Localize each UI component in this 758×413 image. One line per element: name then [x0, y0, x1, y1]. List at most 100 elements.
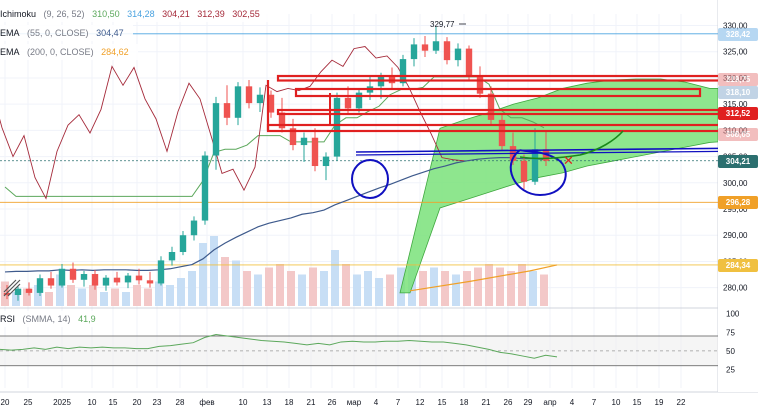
- candle[interactable]: [289, 118, 297, 151]
- candle[interactable]: [300, 132, 308, 162]
- candle[interactable]: [267, 90, 275, 118]
- time-tick-label: 13: [263, 398, 272, 407]
- blue-trendline-drawing[interactable]: [355, 150, 758, 156]
- time-tick-label: 10: [239, 398, 248, 407]
- candle[interactable]: [245, 80, 253, 109]
- volume-bar: [463, 271, 471, 306]
- candle[interactable]: [520, 154, 528, 190]
- candle[interactable]: [25, 282, 33, 296]
- volume-bar: [243, 271, 251, 306]
- candle[interactable]: [487, 86, 495, 126]
- candles[interactable]: [3, 26, 550, 301]
- volume-bar: [364, 271, 372, 306]
- time-axis[interactable]: 20 25 2025 10 15 20 23 28 фев 10 13 18 21 26 мар 4 7 12 15…: [1, 398, 686, 407]
- candle[interactable]: [399, 54, 407, 87]
- volume-bar: [276, 264, 284, 306]
- candle-body: [531, 149, 539, 182]
- candle-body: [69, 268, 77, 280]
- price-tick-label: 315,00: [723, 100, 748, 109]
- candle-body: [410, 44, 418, 60]
- candle[interactable]: [388, 67, 396, 89]
- candle[interactable]: [179, 231, 187, 256]
- candle-body: [289, 128, 297, 146]
- candle[interactable]: [3, 285, 11, 300]
- candle[interactable]: [69, 262, 77, 283]
- legend-ema200[interactable]: EMA (200, 0, CLOSE) 284,62: [0, 44, 138, 60]
- legend-ema200-params: (200, 0, CLOSE): [27, 47, 94, 57]
- volume-bar: [474, 267, 482, 306]
- volume-bar: [89, 285, 97, 306]
- candle[interactable]: [443, 37, 451, 65]
- candle[interactable]: [157, 256, 165, 286]
- price-badge: 308,05: [718, 128, 758, 142]
- rsi-tick-label: 50: [726, 347, 735, 356]
- candle[interactable]: [476, 66, 484, 98]
- candle[interactable]: [124, 272, 132, 289]
- candle[interactable]: [135, 268, 143, 285]
- price-axis-bg: [718, 0, 758, 392]
- red-rectangle-drawing[interactable]: [294, 87, 702, 98]
- candle[interactable]: [256, 87, 264, 113]
- volume-bar: [199, 243, 207, 306]
- candle-body: [498, 119, 506, 147]
- candle[interactable]: [190, 216, 198, 241]
- time-tick-label: 7: [592, 398, 597, 407]
- candle[interactable]: [531, 128, 539, 185]
- candle[interactable]: [311, 128, 319, 172]
- volume-bar: [34, 285, 42, 306]
- candle[interactable]: [454, 43, 462, 67]
- time-tick-label: мар: [347, 398, 362, 407]
- candle[interactable]: [36, 274, 44, 297]
- candle[interactable]: [91, 269, 99, 290]
- candle[interactable]: [355, 88, 363, 113]
- candle[interactable]: [201, 151, 209, 225]
- legend-ema55[interactable]: EMA (55, 0, CLOSE) 304,47: [0, 25, 133, 41]
- candle-body: [113, 277, 121, 283]
- time-tick-label: 25: [24, 398, 33, 407]
- candle[interactable]: [234, 82, 242, 126]
- candle[interactable]: [410, 38, 418, 67]
- candle-body: [487, 93, 495, 120]
- candle[interactable]: [168, 246, 176, 266]
- volume-bar: [133, 285, 141, 306]
- drawing-tool-icon[interactable]: [3, 279, 21, 297]
- blue-circle-drawing[interactable]: [351, 159, 389, 199]
- candle[interactable]: [421, 36, 429, 57]
- volume-bar: [12, 292, 20, 306]
- price-tick-label: 330,00: [723, 22, 748, 31]
- blue-circle-drawing[interactable]: [509, 149, 567, 197]
- candle[interactable]: [58, 264, 66, 288]
- candle[interactable]: [223, 85, 231, 126]
- candle-body: [300, 137, 308, 146]
- blue-trendline-drawing[interactable]: [355, 147, 758, 153]
- candle-body: [256, 94, 264, 104]
- candle-body: [36, 278, 44, 293]
- high-price-label: 329,77: [430, 20, 455, 29]
- candle[interactable]: [146, 271, 154, 288]
- candle[interactable]: [47, 271, 55, 289]
- time-tick-label: 15: [633, 398, 642, 407]
- candle[interactable]: [14, 286, 22, 301]
- candle[interactable]: [212, 96, 220, 170]
- candle[interactable]: [102, 275, 110, 291]
- green-path-drawing[interactable]: [519, 130, 624, 160]
- candle[interactable]: [322, 152, 330, 181]
- legend-ichimoku-name: Ichimoku: [0, 9, 37, 19]
- volume-bar: [441, 271, 449, 306]
- candle-body: [47, 278, 55, 286]
- volume-bar: [221, 257, 229, 306]
- legend-ichimoku[interactable]: Ichimoku (9, 26, 52) 310,50 314,28 304,2…: [0, 6, 269, 22]
- candle-body: [399, 59, 407, 84]
- candle[interactable]: [333, 92, 341, 161]
- volume-bar: [397, 267, 405, 306]
- legend-rsi[interactable]: RSI (SMMA, 14) 41,9: [0, 311, 105, 327]
- price-tick-label: 295,00: [723, 205, 748, 214]
- candle[interactable]: [278, 97, 286, 133]
- price-axis[interactable]: 330,00325,00320,00315,00310,00305,00300,…: [718, 0, 758, 392]
- rsi-band: [0, 336, 718, 366]
- candle[interactable]: [80, 270, 88, 287]
- candle[interactable]: [432, 26, 440, 54]
- candle[interactable]: [113, 271, 121, 286]
